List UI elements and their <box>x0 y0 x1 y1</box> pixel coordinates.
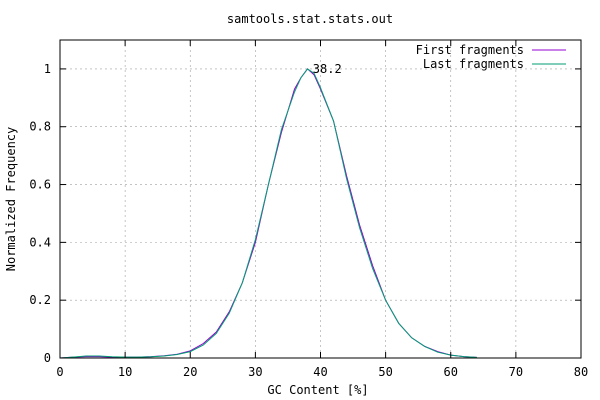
x-tick-label: 10 <box>118 365 132 379</box>
x-axis-label: GC Content [%] <box>267 383 368 397</box>
x-tick-label: 50 <box>378 365 392 379</box>
legend: First fragments Last fragments <box>416 43 566 71</box>
x-tick-label: 80 <box>574 365 588 379</box>
y-tick-label: 0 <box>44 351 51 365</box>
y-tick-label: 0.6 <box>29 178 51 192</box>
x-tick-label: 0 <box>56 365 63 379</box>
series-line-1 <box>59 68 477 359</box>
y-tick-label: 0.4 <box>29 235 51 249</box>
series-lines <box>59 68 477 359</box>
x-tick-label: 20 <box>183 365 197 379</box>
y-tick-label: 1 <box>44 62 51 76</box>
y-tick-labels: 0 0.2 0.4 0.6 0.8 1 <box>29 62 51 365</box>
legend-label-first-fragments: First fragments <box>416 43 524 57</box>
series-line-0 <box>59 68 477 359</box>
x-tick-label: 40 <box>313 365 327 379</box>
axis-ticks <box>59 40 582 359</box>
y-axis-label: Normalized Frequency <box>4 127 18 272</box>
chart-title: samtools.stat.stats.out <box>227 12 393 26</box>
grid-lines <box>60 40 581 358</box>
y-tick-label: 0.8 <box>29 120 51 134</box>
y-tick-label: 0.2 <box>29 293 51 307</box>
legend-label-last-fragments: Last fragments <box>423 57 524 71</box>
x-tick-labels: 0 10 20 30 40 50 60 70 80 <box>56 365 588 379</box>
x-tick-label: 60 <box>444 365 458 379</box>
x-tick-label: 70 <box>509 365 523 379</box>
peak-label: 38.2 <box>313 62 342 76</box>
x-tick-label: 30 <box>248 365 262 379</box>
